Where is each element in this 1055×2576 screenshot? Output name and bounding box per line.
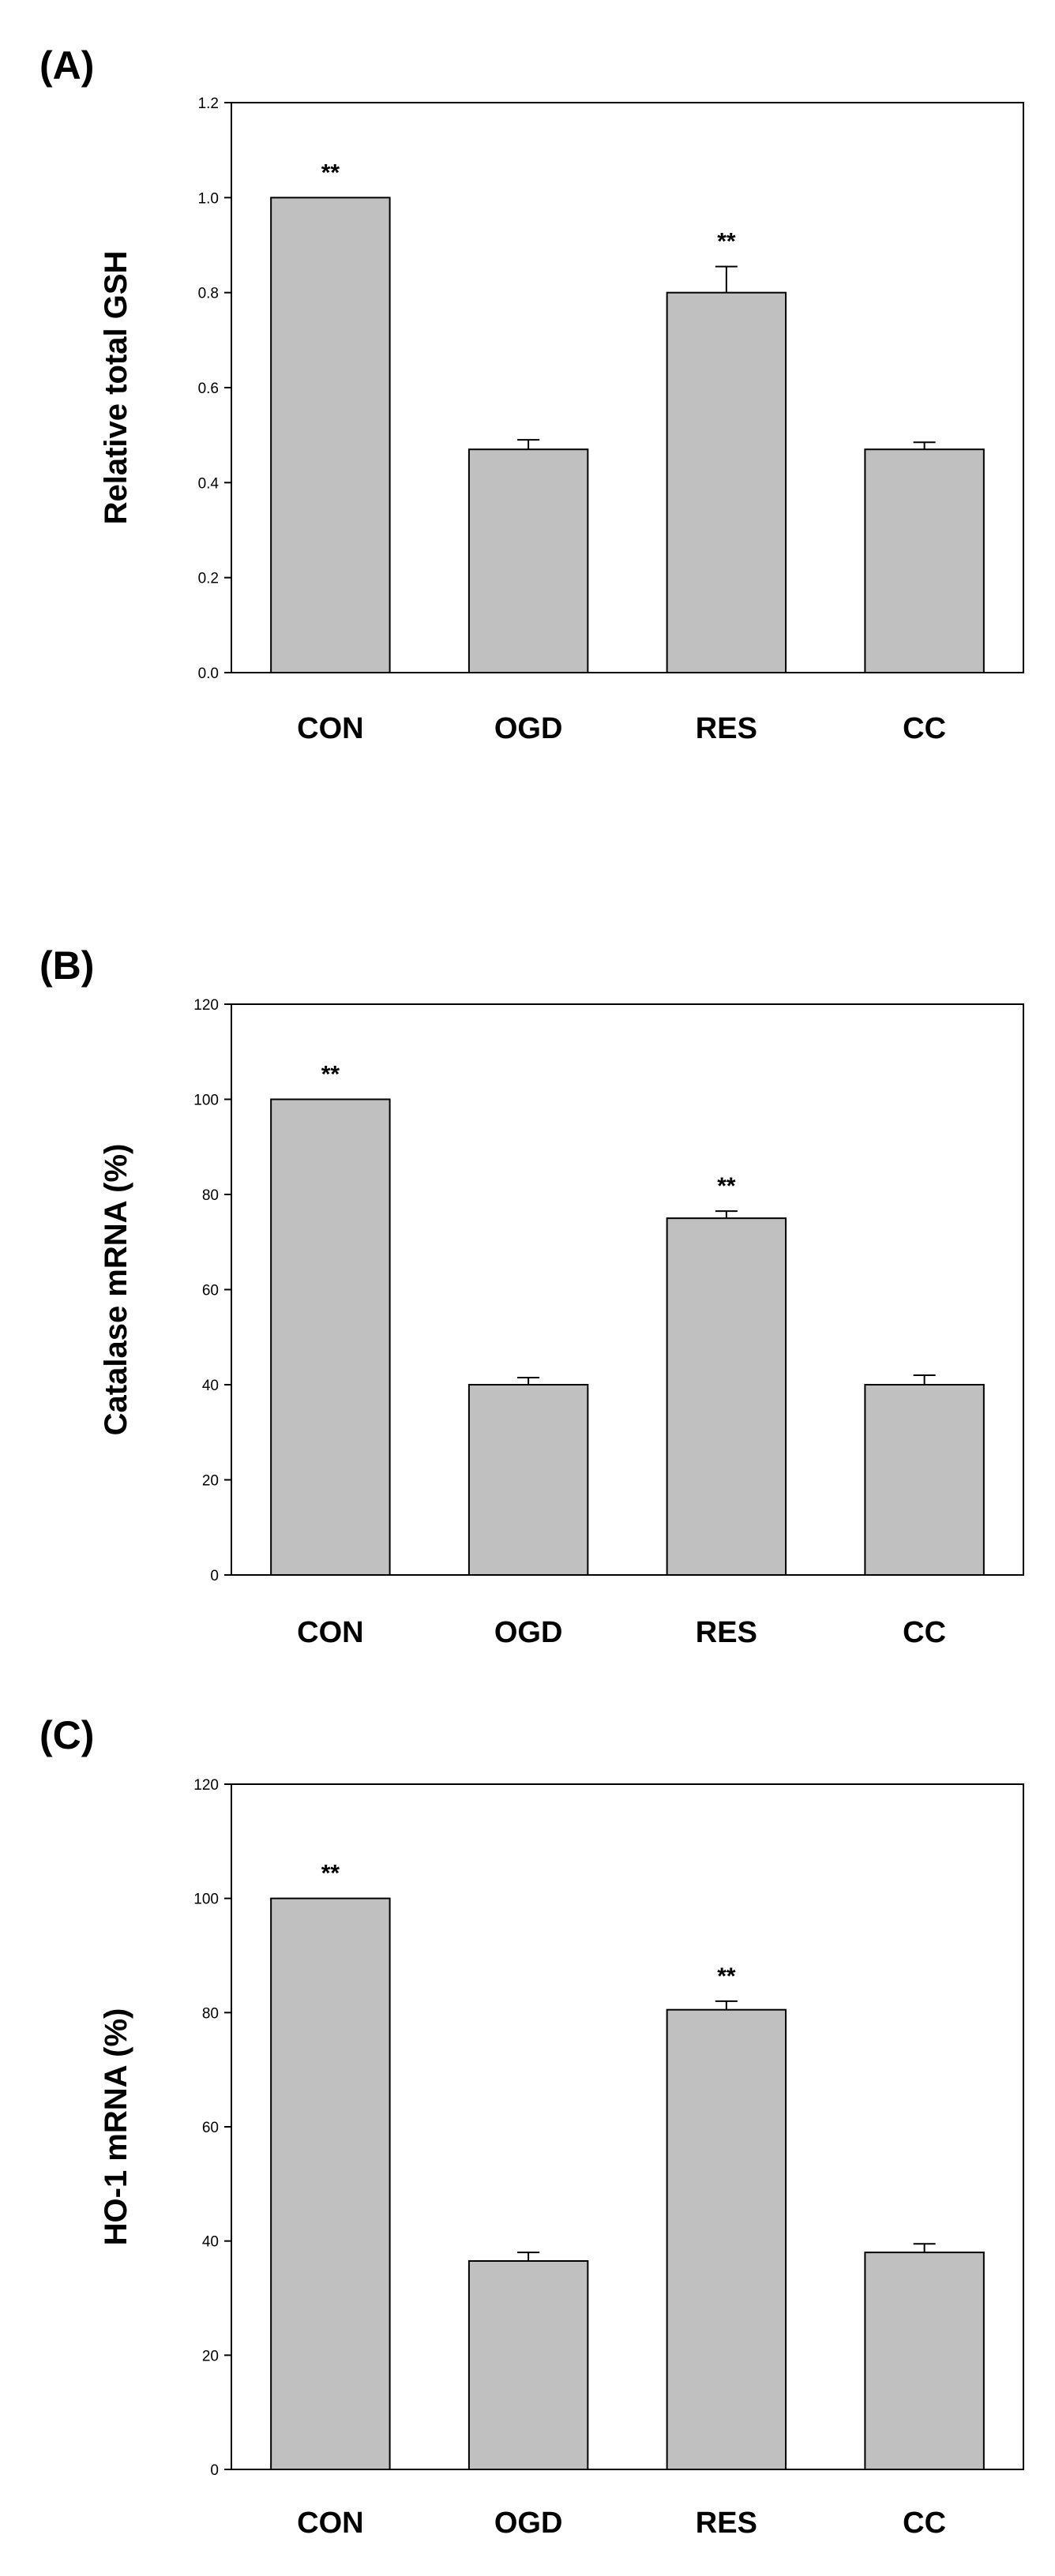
x-category-label: RES <box>696 2507 757 2540</box>
y-tick-label: 80 <box>202 1187 219 1204</box>
y-tick-label: 0 <box>210 1568 219 1584</box>
significance-marker: ** <box>717 1963 736 1989</box>
y-tick-label: 0.6 <box>198 381 219 397</box>
y-tick-label: 60 <box>202 1283 219 1299</box>
x-category-label: CON <box>297 2507 363 2540</box>
panel-label: (A) <box>39 43 94 88</box>
bar-cc <box>864 448 985 673</box>
bar-con <box>270 1897 391 2471</box>
x-category-label: RES <box>696 712 757 745</box>
y-tick-label: 80 <box>202 2005 219 2022</box>
chart-panel: (B) 0 20 40 60 80 100 120 Catalase mRNA (%) ** CON… <box>39 943 1024 1649</box>
significance-marker: ** <box>717 229 736 255</box>
y-tick-label: 40 <box>202 1378 219 1394</box>
y-axis-title: HO-1 mRNA (%) <box>99 2008 133 2246</box>
chart-panel: (C) 0 20 40 60 80 100 120 HO-1 mRNA (%) ** CON OGD *… <box>39 1713 1024 2540</box>
y-tick-label: 60 <box>202 2120 219 2136</box>
y-tick-label: 0.0 <box>198 666 219 682</box>
x-category-label: CC <box>903 712 946 745</box>
y-tick-label: 120 <box>193 997 219 1014</box>
y-axis-title: Relative total GSH <box>99 251 133 525</box>
bar-ogd <box>467 448 589 673</box>
x-category-label: CC <box>903 1616 946 1649</box>
bar-cc <box>864 1384 985 1576</box>
chart-panel: (A) 0.0 0.2 0.4 0.6 0.8 1.0 1.2 Relative total G… <box>39 43 1024 745</box>
y-tick-label: 0.4 <box>198 475 220 492</box>
y-tick-label: 120 <box>193 1777 219 1794</box>
panel-label: (C) <box>39 1713 94 1757</box>
y-tick-label: 0.2 <box>198 571 219 587</box>
x-category-label: OGD <box>494 2507 563 2540</box>
x-category-label: OGD <box>494 712 563 745</box>
significance-marker: ** <box>717 1173 736 1199</box>
bar-ogd <box>467 1384 589 1576</box>
significance-marker: ** <box>321 159 340 186</box>
y-tick-label: 100 <box>193 1093 219 1109</box>
x-category-label: RES <box>696 1616 757 1649</box>
bar-res <box>666 2008 787 2470</box>
x-category-label: CON <box>297 712 363 745</box>
x-category-label: CC <box>903 2507 946 2540</box>
x-category-label: OGD <box>494 1616 563 1649</box>
significance-marker: ** <box>321 1861 340 1887</box>
y-tick-label: 1.2 <box>198 96 219 112</box>
bar-con <box>270 1098 391 1576</box>
bar-res <box>666 291 787 673</box>
y-tick-label: 1.0 <box>198 190 219 207</box>
significance-marker: ** <box>321 1062 340 1088</box>
y-tick-label: 20 <box>202 1473 219 1490</box>
y-tick-label: 40 <box>202 2234 219 2251</box>
y-axis-title: Catalase mRNA (%) <box>99 1144 133 1436</box>
y-tick-label: 20 <box>202 2348 219 2364</box>
bar-res <box>666 1217 787 1576</box>
x-category-label: CON <box>297 1616 363 1649</box>
y-tick-label: 100 <box>193 1892 219 1908</box>
bar-ogd <box>467 2259 589 2471</box>
y-tick-label: 0.8 <box>198 286 219 302</box>
bar-con <box>270 197 391 674</box>
y-tick-label: 0 <box>210 2462 219 2479</box>
panel-label: (B) <box>39 943 94 988</box>
bar-cc <box>864 2252 985 2470</box>
